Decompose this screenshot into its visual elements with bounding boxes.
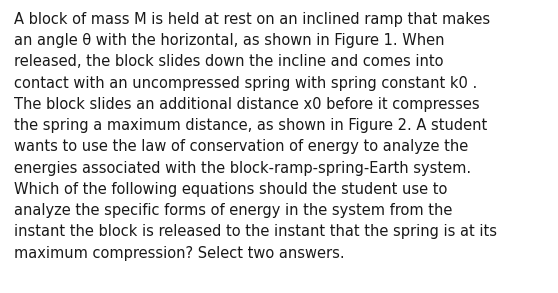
Text: A block of mass M is held at rest on an inclined ramp that makes
an angle θ with: A block of mass M is held at rest on an … [14,12,497,261]
